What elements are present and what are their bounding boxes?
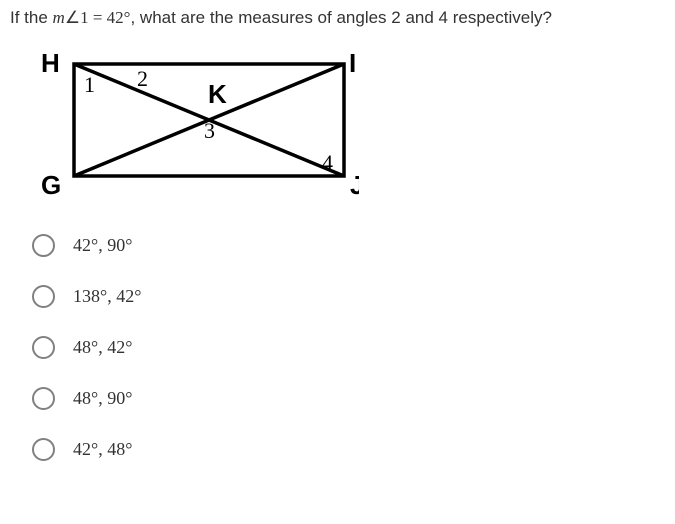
options-group: 42°, 90° 138°, 42° 48°, 42° 48°, 90° 42°… (32, 234, 665, 461)
option-label: 138°, 42° (73, 286, 141, 307)
q-suffix: , what are the measures of angles 2 and … (130, 8, 551, 27)
option-label: 48°, 42° (73, 337, 132, 358)
diagram-svg: H I G J K 1 2 3 4 (24, 46, 359, 201)
geometry-diagram: H I G J K 1 2 3 4 (24, 46, 665, 206)
svg-text:4: 4 (322, 150, 333, 175)
q-mvar: m (53, 8, 65, 27)
svg-text:H: H (41, 48, 60, 78)
svg-text:J: J (350, 170, 359, 200)
option-1[interactable]: 138°, 42° (32, 285, 665, 308)
svg-text:3: 3 (204, 118, 215, 143)
radio-icon (32, 336, 55, 359)
option-label: 42°, 48° (73, 439, 132, 460)
option-label: 42°, 90° (73, 235, 132, 256)
q-val: 42 (107, 8, 124, 27)
svg-text:G: G (41, 170, 61, 200)
svg-text:K: K (208, 79, 227, 109)
option-3[interactable]: 48°, 90° (32, 387, 665, 410)
svg-text:I: I (349, 48, 356, 78)
q-prefix: If the (10, 8, 53, 27)
q-eq: = (89, 8, 107, 27)
option-0[interactable]: 42°, 90° (32, 234, 665, 257)
radio-icon (32, 234, 55, 257)
svg-text:2: 2 (137, 66, 148, 91)
q-num: 1 (80, 8, 89, 27)
radio-icon (32, 387, 55, 410)
question-text: If the m∠1 = 42°, what are the measures … (10, 8, 665, 28)
radio-icon (32, 438, 55, 461)
option-4[interactable]: 42°, 48° (32, 438, 665, 461)
q-angle: ∠ (65, 8, 80, 27)
svg-text:1: 1 (84, 72, 95, 97)
radio-icon (32, 285, 55, 308)
option-label: 48°, 90° (73, 388, 132, 409)
option-2[interactable]: 48°, 42° (32, 336, 665, 359)
